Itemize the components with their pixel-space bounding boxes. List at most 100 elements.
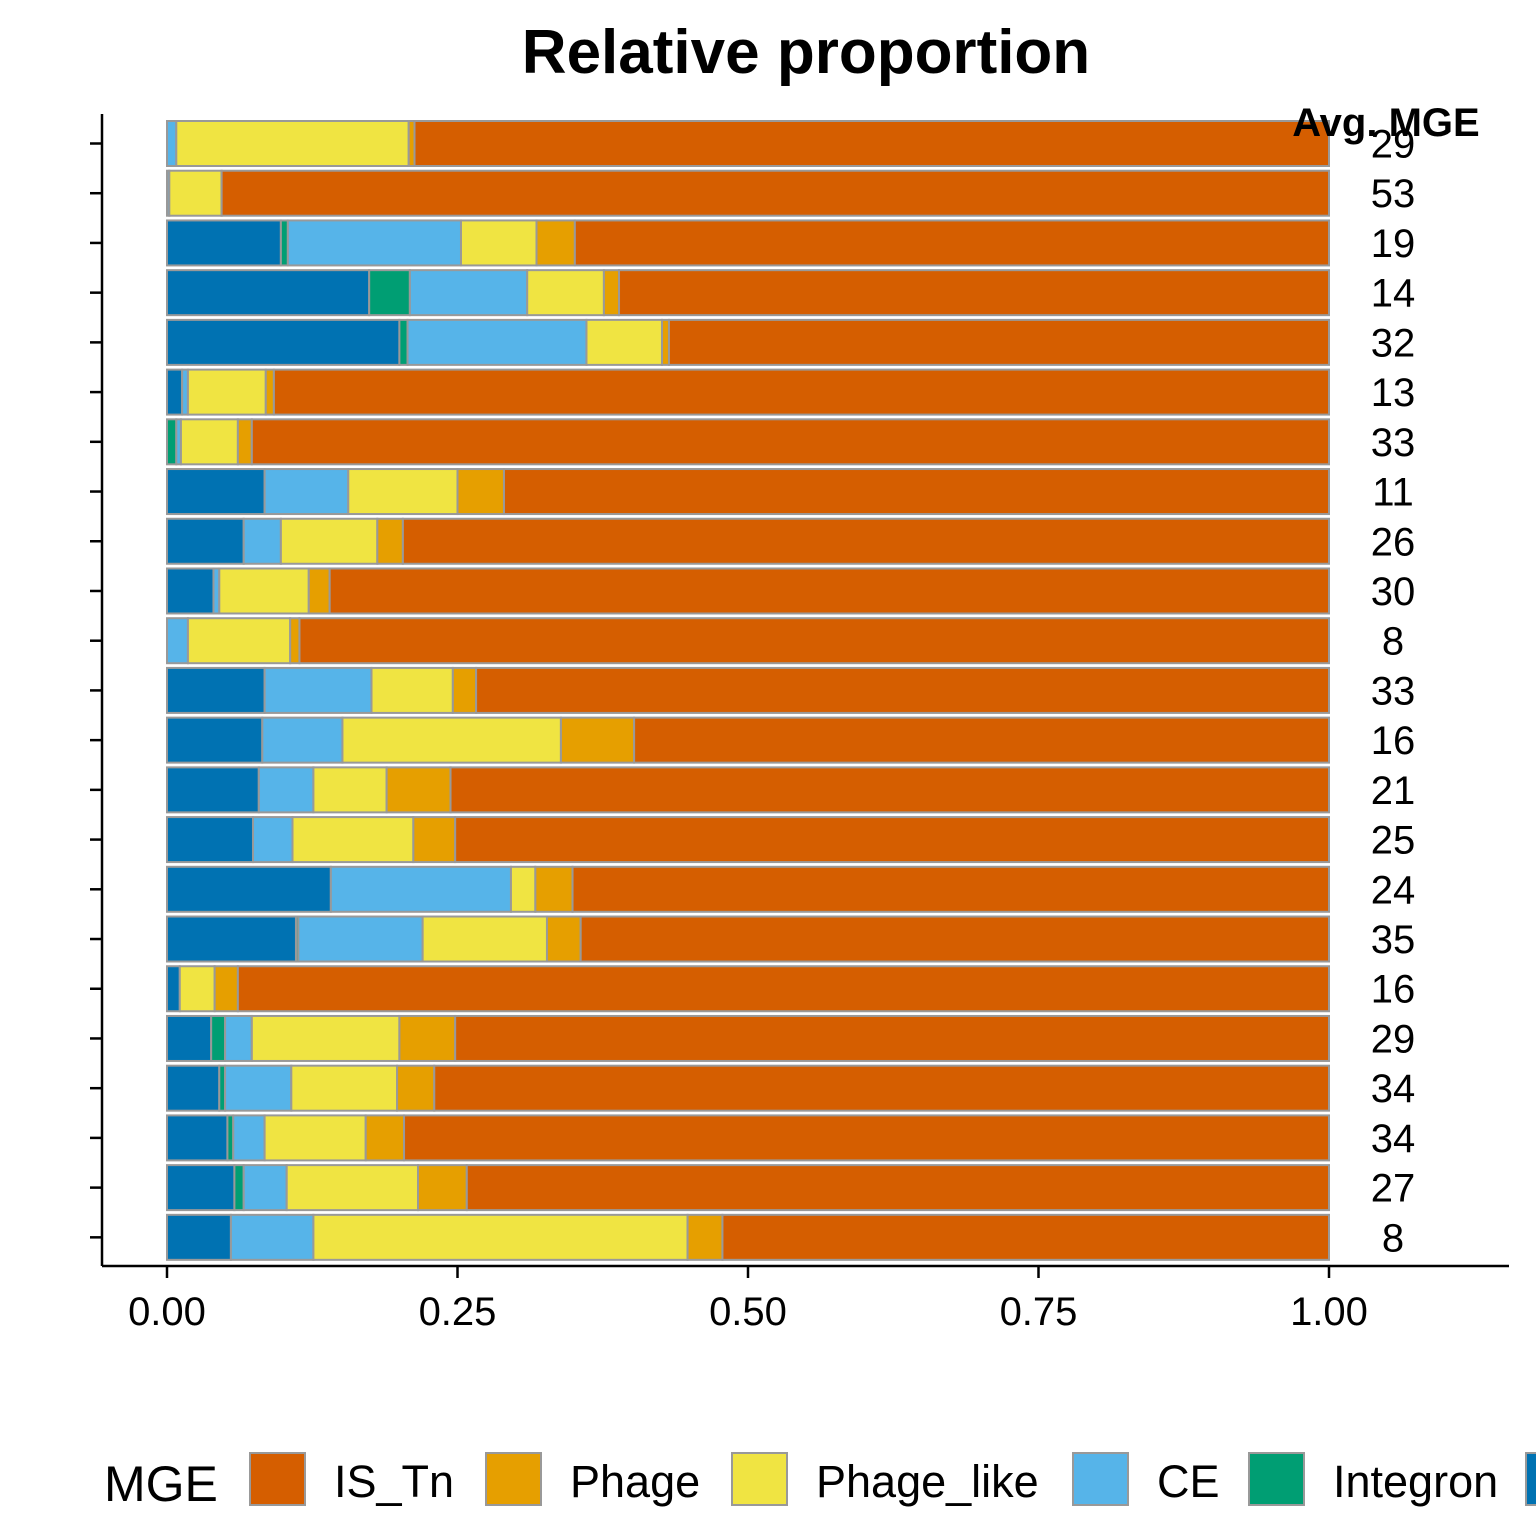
avg-mge-label: 8 bbox=[1382, 1216, 1404, 1260]
bar-segment-integron bbox=[368, 269, 411, 317]
bar-segment-phage bbox=[661, 318, 670, 366]
bar-segment-ce bbox=[242, 517, 282, 565]
bar-segment-integron bbox=[279, 219, 289, 267]
legend-label: IS_Tn bbox=[334, 1456, 454, 1507]
bar-segment-phage-like bbox=[370, 666, 454, 714]
bar-segment-is-tn bbox=[298, 617, 1331, 665]
legend-label: Phage bbox=[570, 1456, 700, 1507]
y-ticks bbox=[90, 142, 102, 1239]
avg-mge-label: 25 bbox=[1371, 819, 1416, 863]
bar-segment-phage bbox=[535, 219, 576, 267]
bar-segment-is-tn bbox=[449, 766, 1330, 814]
avg-mge-label: 16 bbox=[1371, 719, 1416, 763]
bar-segment-phage bbox=[289, 617, 301, 665]
bar-segment-phage-like bbox=[459, 219, 538, 267]
bar-segment-phage-like bbox=[168, 169, 223, 217]
bar-segment-ce bbox=[263, 666, 373, 714]
bar-segment-other bbox=[166, 1114, 229, 1162]
bar-segment-other bbox=[166, 766, 260, 814]
legend: MGE IS_Tn Phage Phage_like CE Integron bbox=[104, 1452, 1536, 1512]
bar-segment-phage-like bbox=[218, 567, 310, 615]
bar-segment-is-tn bbox=[328, 567, 1330, 615]
legend-title: MGE bbox=[104, 1456, 218, 1512]
bar-segment-phage-like bbox=[341, 716, 562, 764]
bar-segment-is-tn bbox=[220, 169, 1331, 217]
avg-mge-label: 30 bbox=[1371, 570, 1416, 614]
chart-title: Relative proportion bbox=[522, 18, 1090, 87]
bar-segment-phage-like bbox=[285, 1164, 419, 1212]
bar-segment-ce bbox=[408, 269, 529, 317]
bar-segment-phage bbox=[398, 1014, 457, 1062]
bar-segment-integron bbox=[233, 1164, 245, 1212]
avg-mge-column: Avg. MGE 29 53 19 14 32 13 33 11 26 30 8 33 16 21 25 24… bbox=[1292, 101, 1479, 1260]
bar-segment-other bbox=[166, 816, 254, 864]
bar-segment-phage-like bbox=[526, 269, 605, 317]
avg-mge-label: 53 bbox=[1371, 172, 1416, 216]
avg-mge-label: 16 bbox=[1371, 968, 1416, 1012]
bar-segment-other bbox=[166, 219, 282, 267]
bar-segment-phage bbox=[385, 766, 452, 814]
avg-mge-label: 11 bbox=[1372, 471, 1414, 515]
bar-segment-other bbox=[166, 915, 297, 963]
bar-segment-ce bbox=[406, 318, 588, 366]
bar-segment-is-tn bbox=[633, 716, 1330, 764]
legend-key-ce bbox=[1072, 1452, 1129, 1506]
bar-segment-integron bbox=[166, 418, 178, 466]
bar-segment-other bbox=[166, 865, 332, 913]
x-tick-label: 0.25 bbox=[419, 1290, 497, 1334]
bar-segment-phage-like bbox=[178, 965, 216, 1013]
x-tick-label: 0.00 bbox=[128, 1290, 206, 1334]
bar-segment-other bbox=[166, 318, 401, 366]
bar-segment-ce bbox=[232, 1114, 266, 1162]
x-ticks: 0.00 0.25 0.50 0.75 1.00 bbox=[128, 1266, 1368, 1334]
avg-mge-label: 21 bbox=[1371, 769, 1416, 813]
bar-segment-ce bbox=[251, 816, 294, 864]
avg-mge-label: 33 bbox=[1371, 421, 1416, 465]
bar-segment-other bbox=[166, 1213, 232, 1261]
bar-segment-phage bbox=[376, 517, 404, 565]
bar-segment-phage-like bbox=[585, 318, 664, 366]
bar-segment-other bbox=[166, 517, 245, 565]
bar-segment-other bbox=[166, 965, 181, 1013]
bar-segment-phage-like bbox=[291, 816, 415, 864]
bar-segment-other bbox=[166, 666, 266, 714]
bar-segment-ce bbox=[166, 120, 178, 167]
bar-segment-is-tn bbox=[571, 865, 1330, 913]
avg-mge-label: 34 bbox=[1371, 1117, 1416, 1161]
bar-segment-phage-like bbox=[263, 1114, 367, 1162]
bar-segment-ce bbox=[261, 716, 344, 764]
bar-segment-is-tn bbox=[433, 1064, 1330, 1112]
bar-segment-phage-like bbox=[175, 120, 410, 167]
bar-segment-phage-like bbox=[186, 368, 267, 416]
bar-segment-phage bbox=[412, 816, 457, 864]
avg-mge-label: 19 bbox=[1371, 222, 1416, 266]
bar-segment-phage bbox=[213, 965, 239, 1013]
bar-segment-ce bbox=[242, 1164, 288, 1212]
bar-segment-is-tn bbox=[502, 468, 1331, 516]
bar-segment-ce bbox=[329, 865, 512, 913]
bar-segment-other bbox=[166, 468, 266, 516]
bar-segment-phage-like bbox=[347, 468, 459, 516]
x-tick-label: 1.00 bbox=[1290, 1290, 1368, 1334]
avg-mge-header: Avg. MGE bbox=[1292, 101, 1479, 145]
bar-segment-ce bbox=[257, 766, 315, 814]
bar-segment-is-tn bbox=[403, 1114, 1330, 1162]
avg-mge-label: 29 bbox=[1371, 1017, 1416, 1061]
legend-key-phage-like bbox=[731, 1452, 788, 1506]
bar-segment-phage bbox=[451, 666, 478, 714]
bar-segment-is-tn bbox=[236, 965, 1330, 1013]
bar-segment-is-tn bbox=[618, 269, 1330, 317]
bar-segment-phage bbox=[602, 269, 621, 317]
avg-mge-label: 29 bbox=[1371, 123, 1416, 167]
x-tick-label: 0.75 bbox=[1000, 1290, 1078, 1334]
avg-mge-label: 32 bbox=[1371, 321, 1416, 365]
bar-segment-phage bbox=[396, 1064, 436, 1112]
avg-mge-label: 8 bbox=[1382, 620, 1404, 664]
bar-segment-phage bbox=[534, 865, 574, 913]
bar-segment-phage-like bbox=[250, 1014, 401, 1062]
avg-mge-label: 35 bbox=[1371, 918, 1416, 962]
bar-segment-ce bbox=[166, 617, 189, 665]
legend-key-is-tn bbox=[249, 1452, 306, 1506]
bar-segment-phage-like bbox=[509, 865, 537, 913]
bar-segment-phage bbox=[364, 1114, 406, 1162]
